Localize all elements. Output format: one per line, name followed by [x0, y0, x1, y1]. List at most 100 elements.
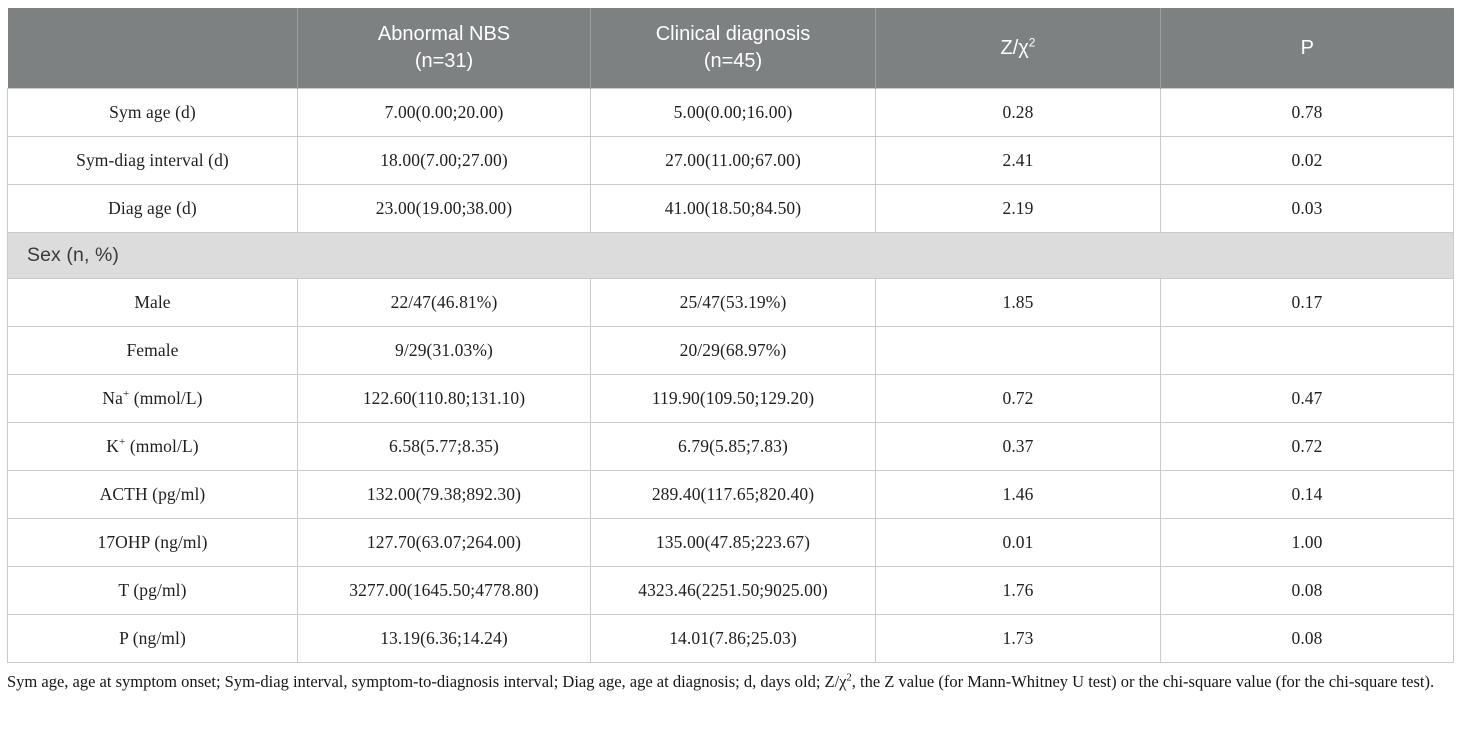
table-row: ACTH (pg/ml) 132.00(79.38;892.30) 289.40(1… — [7, 470, 1454, 519]
cell-clinical-diagnosis: 25/47(53.19%) — [590, 278, 876, 327]
row-label-rest: (mmol/L) — [129, 388, 203, 408]
row-label-text: ACTH (pg/ml) — [99, 484, 206, 504]
table-row: Na+ (mmol/L) 122.60(110.80;131.10) 119.90(… — [7, 374, 1454, 423]
cell-p: 0.03 — [1160, 184, 1454, 233]
row-label-text: P (ng/ml) — [119, 628, 186, 648]
cell-p: 0.08 — [1160, 566, 1454, 615]
row-label: 17OHP (ng/ml) — [7, 518, 298, 567]
cell-clinical-diagnosis: 289.40(117.65;820.40) — [590, 470, 876, 519]
cell-abnormal-nbs: 7.00(0.00;20.00) — [297, 88, 591, 137]
table-row: Female 9/29(31.03%) 20/29(68.97%) — [7, 326, 1454, 375]
cell-abnormal-nbs: 6.58(5.77;8.35) — [297, 422, 591, 471]
table-header: Abnormal NBS (n=31) Clinical diagnosis (… — [7, 8, 1454, 89]
table-row: T (pg/ml) 3277.00(1645.50;4778.80) 4323.46… — [7, 566, 1454, 615]
header-row: Abnormal NBS (n=31) Clinical diagnosis (… — [7, 8, 1454, 89]
row-label-text: Diag age (d) — [108, 198, 197, 218]
row-label: Female — [7, 326, 298, 375]
cell-clinical-diagnosis: 135.00(47.85;223.67) — [590, 518, 876, 567]
header-cell-p: P — [1160, 8, 1454, 89]
row-label: Sym age (d) — [7, 88, 298, 137]
cell-abnormal-nbs: 13.19(6.36;14.24) — [297, 614, 591, 663]
header-abnormal-nbs-line1: Abnormal NBS — [377, 23, 511, 45]
table-row: K+ (mmol/L) 6.58(5.77;8.35) 6.79(5.85;7.83… — [7, 422, 1454, 471]
cell-abnormal-nbs: 23.00(19.00;38.00) — [297, 184, 591, 233]
row-label-text: Sym-diag interval (d) — [76, 150, 229, 170]
footnote-chi-superscript: 2 — [846, 672, 852, 684]
table-row: Male 22/47(46.81%) 25/47(53.19%) 1.85 0.17 — [7, 278, 1454, 327]
cell-clinical-diagnosis: 6.79(5.85;7.83) — [590, 422, 876, 471]
header-cell-clinical-diagnosis: Clinical diagnosis (n=45) — [590, 8, 876, 89]
cell-clinical-diagnosis: 14.01(7.86;25.03) — [590, 614, 876, 663]
row-label: T (pg/ml) — [7, 566, 298, 615]
table-row: Diag age (d) 23.00(19.00;38.00) 41.00(18.5… — [7, 184, 1454, 233]
cell-abnormal-nbs: 9/29(31.03%) — [297, 326, 591, 375]
section-row: Sex (n, %) — [7, 232, 1454, 279]
cell-abnormal-nbs: 18.00(7.00;27.00) — [297, 136, 591, 185]
row-label: P (ng/ml) — [7, 614, 298, 663]
cell-p — [1160, 326, 1454, 375]
cell-p: 0.02 — [1160, 136, 1454, 185]
row-label: Diag age (d) — [7, 184, 298, 233]
cell-z: 2.41 — [875, 136, 1161, 185]
cell-z: 1.76 — [875, 566, 1161, 615]
page: Abnormal NBS (n=31) Clinical diagnosis (… — [7, 8, 1454, 694]
cell-abnormal-nbs: 3277.00(1645.50;4778.80) — [297, 566, 591, 615]
row-label-text: Na — [102, 388, 123, 408]
row-label: K+ (mmol/L) — [7, 422, 298, 471]
footnote-part2: , the Z value (for Mann-Whitney U test) … — [851, 672, 1435, 691]
header-cell-z-chi-square: Z/χ2 — [875, 8, 1161, 89]
row-label: Sym-diag interval (d) — [7, 136, 298, 185]
cell-clinical-diagnosis: 41.00(18.50;84.50) — [590, 184, 876, 233]
table-row: 17OHP (ng/ml) 127.70(63.07;264.00) 135.00(… — [7, 518, 1454, 567]
cell-abnormal-nbs: 22/47(46.81%) — [297, 278, 591, 327]
cell-z: 1.46 — [875, 470, 1161, 519]
cell-p: 0.47 — [1160, 374, 1454, 423]
cell-z: 1.73 — [875, 614, 1161, 663]
cell-z — [875, 326, 1161, 375]
cell-z: 0.37 — [875, 422, 1161, 471]
footnote-part1: Sym age, age at symptom onset; Sym-diag … — [7, 672, 847, 691]
cell-clinical-diagnosis: 27.00(11.00;67.00) — [590, 136, 876, 185]
cell-p: 0.78 — [1160, 88, 1454, 137]
cell-p: 0.08 — [1160, 614, 1454, 663]
row-label-text: Female — [126, 340, 179, 360]
table-row: Sym-diag interval (d) 18.00(7.00;27.00) 27… — [7, 136, 1454, 185]
cell-p: 0.14 — [1160, 470, 1454, 519]
z-chi-superscript: 2 — [1028, 34, 1036, 49]
row-label-text: 17OHP (ng/ml) — [97, 532, 208, 552]
header-clinical-line2: (n=45) — [703, 50, 763, 72]
row-label-rest: (mmol/L) — [125, 436, 199, 456]
cell-clinical-diagnosis: 5.00(0.00;16.00) — [590, 88, 876, 137]
cell-p: 0.17 — [1160, 278, 1454, 327]
row-label-text: T (pg/ml) — [118, 580, 187, 600]
cell-abnormal-nbs: 127.70(63.07;264.00) — [297, 518, 591, 567]
cell-p: 0.72 — [1160, 422, 1454, 471]
cell-clinical-diagnosis: 4323.46(2251.50;9025.00) — [590, 566, 876, 615]
cell-z: 0.01 — [875, 518, 1161, 567]
cell-clinical-diagnosis: 20/29(68.97%) — [590, 326, 876, 375]
row-label: Na+ (mmol/L) — [7, 374, 298, 423]
cell-p: 1.00 — [1160, 518, 1454, 567]
comparison-table: Abnormal NBS (n=31) Clinical diagnosis (… — [7, 8, 1454, 663]
section-label: Sex (n, %) — [7, 232, 1454, 279]
cell-z: 0.72 — [875, 374, 1161, 423]
cell-clinical-diagnosis: 119.90(109.50;129.20) — [590, 374, 876, 423]
row-label-superscript: + — [122, 388, 130, 401]
table-body: Sym age (d) 7.00(0.00;20.00) 5.00(0.00;16.… — [7, 88, 1454, 663]
row-label-text: K — [106, 436, 120, 456]
cell-abnormal-nbs: 132.00(79.38;892.30) — [297, 470, 591, 519]
row-label: Male — [7, 278, 298, 327]
cell-abnormal-nbs: 122.60(110.80;131.10) — [297, 374, 591, 423]
row-label-text: Male — [134, 292, 171, 312]
row-label-text: Sym age (d) — [109, 102, 196, 122]
table-row: Sym age (d) 7.00(0.00;20.00) 5.00(0.00;16.… — [7, 88, 1454, 137]
z-chi-label: Z/χ — [1000, 36, 1029, 59]
header-clinical-line1: Clinical diagnosis — [655, 23, 811, 45]
table-row: P (ng/ml) 13.19(6.36;14.24) 14.01(7.86;25.… — [7, 614, 1454, 663]
cell-z: 1.85 — [875, 278, 1161, 327]
header-abnormal-nbs-line2: (n=31) — [414, 50, 474, 72]
table-footnote: Sym age, age at symptom onset; Sym-diag … — [7, 670, 1453, 694]
cell-z: 0.28 — [875, 88, 1161, 137]
header-cell-row-label — [7, 8, 298, 89]
cell-z: 2.19 — [875, 184, 1161, 233]
